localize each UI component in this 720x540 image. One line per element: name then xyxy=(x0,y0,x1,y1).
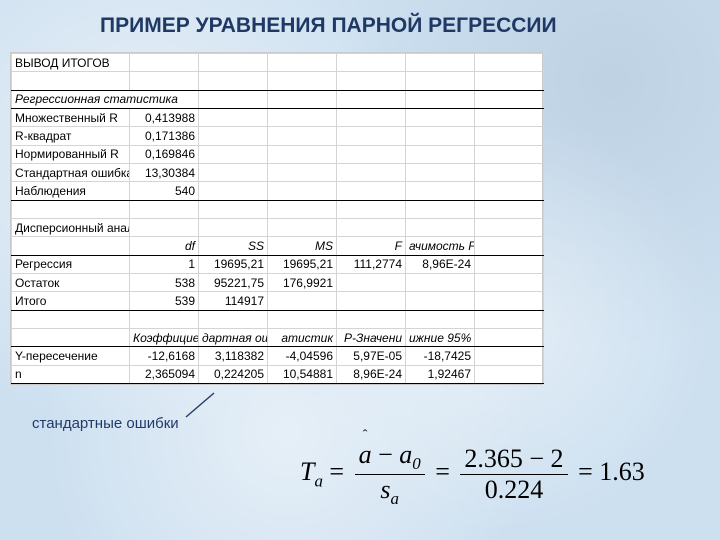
anova-heading: Дисперсионный анализ xyxy=(12,218,130,236)
formula-result: 1.63 xyxy=(599,457,645,486)
value-std-error: 13,30384 xyxy=(130,163,199,181)
anova-tot-ss: 114917 xyxy=(199,292,268,310)
regression-output-sheet: ВЫВОД ИТОГОВ Регрессионная статистика Мн… xyxy=(10,52,543,385)
anova-reg-label: Регрессия xyxy=(12,255,130,273)
row-multiple-r: Множественный R 0,413988 xyxy=(12,108,544,126)
formula-frac-numeric: 2.365 − 2 0.224 xyxy=(460,444,567,505)
row-spacer-1 xyxy=(12,72,544,90)
row-anova-residual: Остаток 538 95221,75 176,9921 xyxy=(12,273,544,291)
coeff-int-t: -4,04596 xyxy=(268,347,337,365)
coeff-n-p: 8,96E-24 xyxy=(337,365,406,383)
t-statistic-formula: Ta = ˆ a − a0 sa = 2.365 − 2 0.224 = 1.6… xyxy=(300,440,645,508)
formula-minus: − xyxy=(372,440,400,469)
row-adj-r-squared: Нормированный R 0,169846 xyxy=(12,145,544,163)
row-anova-regression: Регрессия 1 19695,21 19695,21 111,2774 8… xyxy=(12,255,544,273)
anova-reg-ms: 19695,21 xyxy=(268,255,337,273)
coeff-int-p: 5,97E-05 xyxy=(337,347,406,365)
label-observations: Наблюдения xyxy=(12,182,130,200)
equals-sign-1: = xyxy=(329,457,350,486)
anova-reg-df: 1 xyxy=(130,255,199,273)
coeff-hdr-t: атистик xyxy=(268,328,337,346)
row-spacer-3 xyxy=(12,310,544,328)
anova-hdr-df: df xyxy=(130,237,199,255)
anova-tot-sig xyxy=(406,292,475,310)
coeff-hdr-se: дартная ош xyxy=(199,328,268,346)
anova-res-df: 538 xyxy=(130,273,199,291)
formula-lhs-sub: a xyxy=(314,471,322,490)
coeff-int-label: Y-пересечение xyxy=(12,347,130,365)
regstats-heading: Регрессионная статистика xyxy=(12,90,199,108)
row-r-squared: R-квадрат 0,171386 xyxy=(12,127,544,145)
annotation-arrow xyxy=(180,389,220,419)
anova-hdr-blank xyxy=(12,237,130,255)
page-title: ПРИМЕР УРАВНЕНИЯ ПАРНОЙ РЕГРЕССИИ xyxy=(100,14,557,38)
label-r-squared: R-квадрат xyxy=(12,127,130,145)
anova-hdr-f: F xyxy=(337,237,406,255)
row-summary-heading: ВЫВОД ИТОГОВ xyxy=(12,54,544,72)
formula-s-sub: a xyxy=(390,489,398,508)
anova-res-ms: 176,9921 xyxy=(268,273,337,291)
anova-hdr-ss: SS xyxy=(199,237,268,255)
row-anova-total: Итого 539 114917 xyxy=(12,292,544,310)
formula-s-sym: s xyxy=(380,475,390,504)
coeff-n-lo: 1,92467 xyxy=(406,365,475,383)
formula-a-hat: ˆ a xyxy=(359,440,372,470)
coeff-int-se: 3,118382 xyxy=(199,347,268,365)
value-adj-r-squared: 0,169846 xyxy=(130,145,199,163)
formula-a-hat-sym: a xyxy=(359,440,372,469)
anova-tot-ms xyxy=(268,292,337,310)
row-observations: Наблюдения 540 xyxy=(12,182,544,200)
anova-reg-sig: 8,96E-24 xyxy=(406,255,475,273)
anova-tot-df: 539 xyxy=(130,292,199,310)
value-observations: 540 xyxy=(130,182,199,200)
anova-reg-ss: 19695,21 xyxy=(199,255,268,273)
row-spacer-2 xyxy=(12,200,544,218)
equals-sign-2: = xyxy=(435,457,456,486)
coeff-hdr-blank xyxy=(12,328,130,346)
hat-icon: ˆ xyxy=(363,428,368,444)
anova-res-sig xyxy=(406,273,475,291)
anova-res-ss: 95221,75 xyxy=(199,273,268,291)
coeff-n-b: 2,365094 xyxy=(130,365,199,383)
value-r-squared: 0,171386 xyxy=(130,127,199,145)
anova-tot-label: Итого xyxy=(12,292,130,310)
formula-a0-sub: 0 xyxy=(412,454,420,473)
formula-num-bot: 0.224 xyxy=(460,475,567,505)
value-multiple-r: 0,413988 xyxy=(130,108,199,126)
annotation-std-errors: стандартные ошибки xyxy=(32,415,179,432)
coeff-hdr-p: P-Значени xyxy=(337,328,406,346)
coeff-n-se: 0,224205 xyxy=(199,365,268,383)
formula-lhs-sym: T xyxy=(300,457,314,486)
row-anova-heading: Дисперсионный анализ xyxy=(12,218,544,236)
coeff-int-lo: -18,7425 xyxy=(406,347,475,365)
row-regstats-heading: Регрессионная статистика xyxy=(12,90,544,108)
anova-reg-f: 111,2774 xyxy=(337,255,406,273)
row-coeff-headers: Коэффициен дартная ош атистик P-Значени … xyxy=(12,328,544,346)
row-anova-headers: df SS MS F ачимость F xyxy=(12,237,544,255)
row-coeff-intercept: Y-пересечение -12,6168 3,118382 -4,04596… xyxy=(12,347,544,365)
label-multiple-r: Множественный R xyxy=(12,108,130,126)
summary-heading: ВЫВОД ИТОГОВ xyxy=(12,54,130,72)
coeff-n-t: 10,54881 xyxy=(268,365,337,383)
anova-hdr-sig: ачимость F xyxy=(406,237,475,255)
label-std-error: Стандартная ошибка xyxy=(12,163,130,181)
formula-a0-sym: a xyxy=(399,440,412,469)
label-adj-r-squared: Нормированный R xyxy=(12,145,130,163)
anova-res-f xyxy=(337,273,406,291)
formula-num-top: 2.365 − 2 xyxy=(460,444,567,475)
coeff-hdr-lo: ижние 95% xyxy=(406,328,475,346)
anova-tot-f xyxy=(337,292,406,310)
coeff-int-b: -12,6168 xyxy=(130,347,199,365)
anova-hdr-ms: MS xyxy=(268,237,337,255)
row-std-error: Стандартная ошибка 13,30384 xyxy=(12,163,544,181)
coeff-hdr-b: Коэффициен xyxy=(130,328,199,346)
formula-frac-symbolic: ˆ a − a0 sa xyxy=(355,440,425,508)
row-coeff-slope: n 2,365094 0,224205 10,54881 8,96E-24 1,… xyxy=(12,365,544,383)
coeff-n-label: n xyxy=(12,365,130,383)
equals-sign-3: = xyxy=(578,457,599,486)
anova-res-label: Остаток xyxy=(12,273,130,291)
regression-output-table: ВЫВОД ИТОГОВ Регрессионная статистика Мн… xyxy=(11,53,544,384)
